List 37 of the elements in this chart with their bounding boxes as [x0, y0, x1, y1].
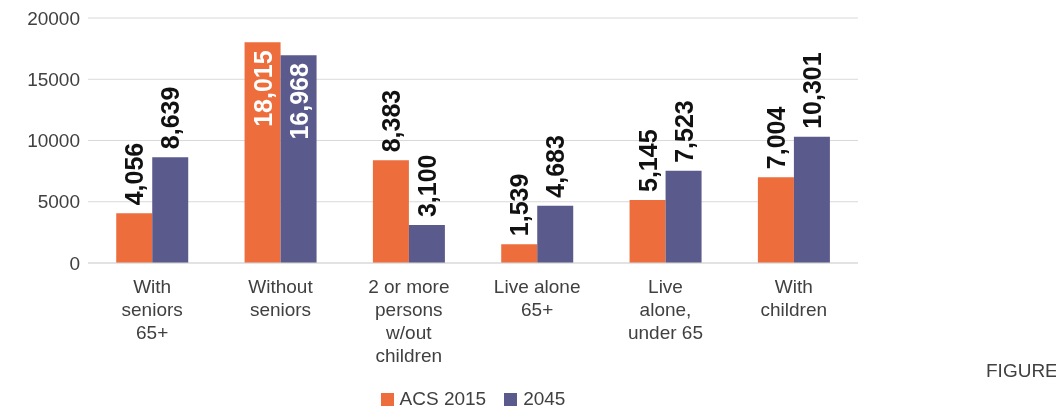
- data-label: 18,015: [248, 50, 277, 127]
- y-tick-label: 20000: [27, 7, 80, 29]
- bar: [665, 170, 702, 263]
- data-label: 1,539: [505, 173, 534, 237]
- x-tick-label: 2 or more persons w/out children: [368, 276, 450, 366]
- x-tick-label: Without seniors: [248, 276, 314, 320]
- data-label: 7,523: [669, 100, 698, 163]
- bar: [537, 205, 574, 263]
- data-label: 8,383: [376, 89, 405, 153]
- y-tick-label: 15000: [27, 69, 80, 90]
- bar: [408, 225, 445, 263]
- text: FIGURE: [986, 360, 1056, 382]
- legend-label: ACS 2015: [398, 388, 487, 410]
- data-label: 4,056: [120, 142, 149, 206]
- bar: [372, 160, 409, 263]
- y-tick-label: 10000: [27, 130, 80, 152]
- data-label: 5,145: [633, 129, 662, 192]
- data-label: 16,968: [284, 63, 313, 140]
- legend-label: 2045: [522, 388, 566, 410]
- bar: [116, 213, 153, 263]
- data-label: 7,004: [761, 106, 790, 170]
- x-tick-label: Live alone 65+: [493, 276, 581, 320]
- x-tick-label: Live alone, under 65: [627, 276, 704, 343]
- data-label: 4,683: [541, 135, 570, 198]
- bar: [629, 199, 666, 263]
- y-tick-label: 5000: [37, 191, 80, 213]
- bar: [152, 157, 189, 263]
- bar: [793, 136, 830, 263]
- y-tick-label: 0: [69, 252, 80, 274]
- data-label: 8,639: [156, 86, 185, 150]
- bar: [757, 177, 794, 263]
- data-label: 10,301: [797, 52, 826, 129]
- bar: [244, 42, 281, 263]
- bar: [501, 244, 538, 263]
- x-tick-label: With seniors 65+: [121, 276, 183, 343]
- data-label: 3,100: [412, 154, 441, 218]
- x-tick-label: With children: [760, 276, 828, 320]
